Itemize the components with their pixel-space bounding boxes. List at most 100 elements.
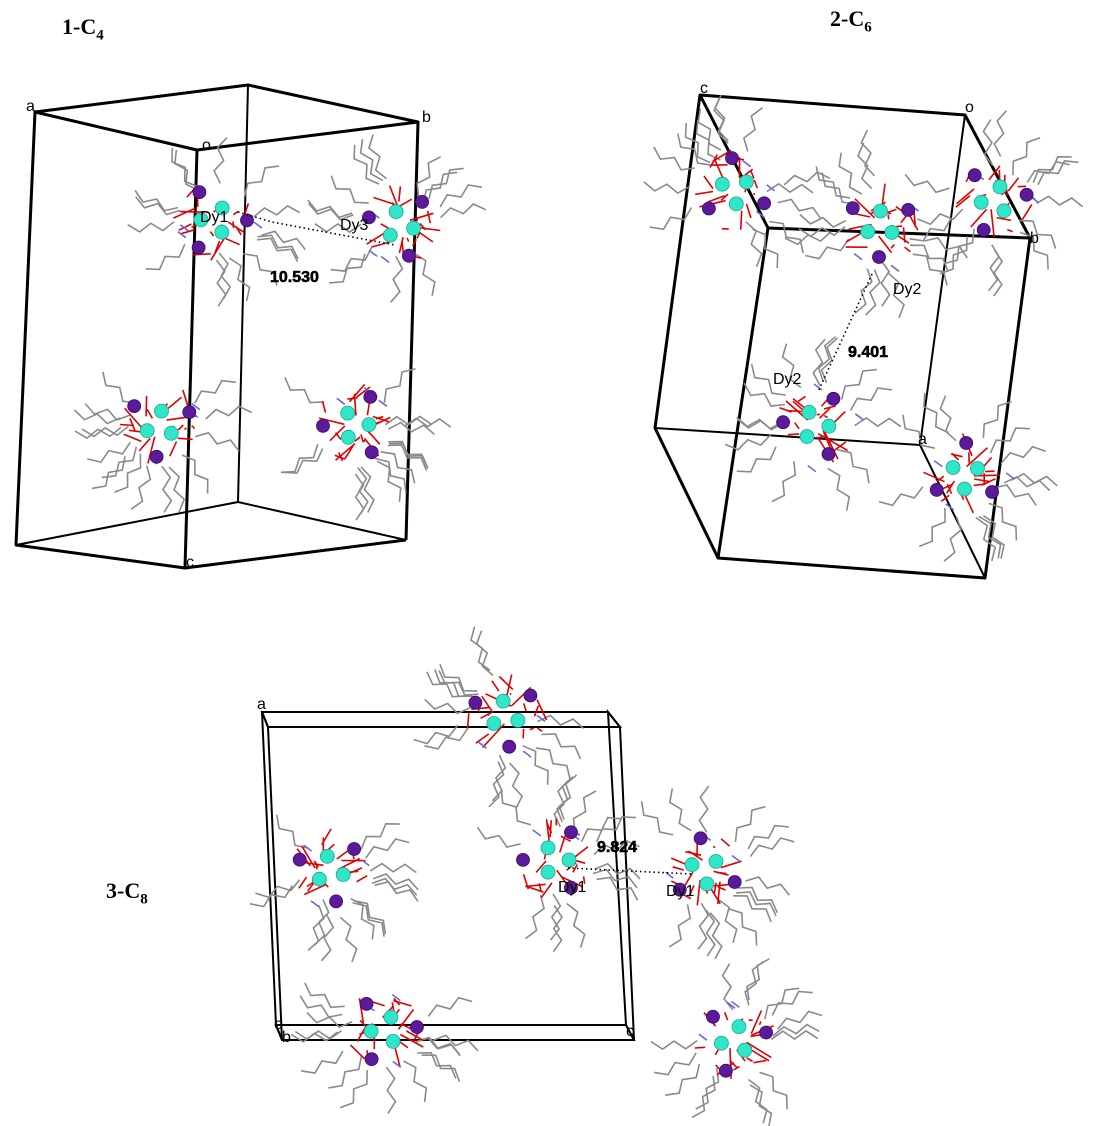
oxygen-bond xyxy=(578,883,584,889)
oxygen-bond xyxy=(399,1033,424,1048)
alkyl-chain xyxy=(541,733,582,760)
dy-atom xyxy=(708,854,724,869)
alkyl-chain xyxy=(572,790,597,833)
nitrogen-bond xyxy=(945,503,955,511)
alkyl-chain xyxy=(993,249,1004,297)
nitrogen-bond xyxy=(933,459,943,468)
molecular-cluster xyxy=(640,785,795,960)
mn-atom xyxy=(409,1020,424,1034)
oxygen-bond xyxy=(794,422,800,430)
alkyl-chain xyxy=(556,776,574,823)
mn-atom xyxy=(845,201,860,216)
alkyl-chain xyxy=(320,914,335,962)
dy-atom xyxy=(406,220,422,236)
oxygen-bond xyxy=(819,407,831,419)
alkyl-chain xyxy=(428,167,464,199)
alkyl-chain xyxy=(923,392,949,434)
alkyl-chain xyxy=(174,149,199,192)
oxygen-bond xyxy=(193,253,211,256)
panel-1-atom-label-second: Dy3 xyxy=(340,217,369,234)
alkyl-chain xyxy=(902,414,936,449)
nitrogen-bond xyxy=(378,399,388,407)
oxygen-bond xyxy=(486,713,490,716)
oxygen-bond xyxy=(973,478,990,483)
mn-atom xyxy=(967,168,982,183)
alkyl-chain xyxy=(917,208,964,226)
alkyl-chain xyxy=(1036,195,1084,208)
oxygen-bond xyxy=(191,425,196,430)
mn-atom xyxy=(757,196,771,211)
alkyl-chain xyxy=(593,839,640,856)
nitrogen-bond xyxy=(766,184,776,192)
alkyl-chain xyxy=(770,1029,819,1040)
alkyl-chain xyxy=(684,122,711,164)
oxygen-bond xyxy=(559,835,566,853)
alkyl-chain xyxy=(943,516,962,562)
oxygen-bond xyxy=(753,1059,767,1064)
dy-atom xyxy=(992,179,1008,195)
panel-3-axis-b: b xyxy=(282,1029,291,1046)
alkyl-chain xyxy=(535,747,571,780)
mn-atom xyxy=(361,210,376,225)
alkyl-chain xyxy=(744,960,765,1006)
oxygen-bond xyxy=(353,393,357,416)
alkyl-chain xyxy=(752,228,779,269)
alkyl-chain xyxy=(653,146,696,171)
oxygen-bond xyxy=(227,221,245,234)
mn-atom xyxy=(564,825,578,840)
mn-atom xyxy=(415,194,430,209)
alkyl-chain xyxy=(988,502,1018,541)
alkyl-chain xyxy=(766,182,814,194)
oxygen-bond xyxy=(750,1010,763,1034)
nitrogen-bond xyxy=(731,854,741,863)
panel-3-atom-label-second: Dy1 xyxy=(666,883,695,900)
oxygen-bond xyxy=(816,413,820,416)
oxygen-bond xyxy=(527,886,544,893)
alkyl-chain xyxy=(989,427,1030,454)
oxygen-bond xyxy=(1021,204,1033,220)
oxygen-bond xyxy=(348,383,366,403)
oxygen-bond xyxy=(482,723,505,749)
alkyl-chain xyxy=(255,879,301,899)
oxygen-bond xyxy=(178,223,192,231)
alkyl-chain xyxy=(771,990,813,1016)
oxygen-bond xyxy=(529,727,534,731)
alkyl-chain xyxy=(854,417,902,428)
panel-2-axis-b: b xyxy=(1030,230,1039,247)
alkyl-chain xyxy=(649,207,693,231)
alkyl-chain xyxy=(290,1031,338,1043)
oxygen-bond xyxy=(409,212,434,222)
oxygen-bond xyxy=(536,699,548,721)
alkyl-chain xyxy=(943,228,975,265)
dy-atom xyxy=(214,200,230,216)
alkyl-chain xyxy=(924,236,968,259)
alkyl-chain xyxy=(488,761,505,808)
dy-atom xyxy=(821,418,837,434)
alkyl-chain xyxy=(213,137,228,184)
oxygen-bond xyxy=(788,433,800,436)
oxygen-bond xyxy=(951,452,960,461)
alkyl-chain xyxy=(365,838,410,859)
oxygen-bond xyxy=(703,175,714,190)
molecular-cluster xyxy=(127,137,306,307)
mn-atom xyxy=(564,880,578,895)
oxygen-bond xyxy=(147,436,156,464)
mn-atom xyxy=(192,185,207,200)
mn-atom xyxy=(901,202,916,217)
mn-atom xyxy=(502,739,517,754)
dy-atom xyxy=(714,176,730,192)
panel-2-title-main: 2-C xyxy=(830,6,865,31)
mn-atom xyxy=(401,248,416,263)
alkyl-chain xyxy=(912,253,948,286)
alkyl-chain xyxy=(403,1060,428,1103)
alkyl-chain xyxy=(596,876,639,901)
alkyl-chain xyxy=(558,774,578,820)
dy-atom xyxy=(540,864,556,880)
alkyl-chain xyxy=(500,789,532,826)
alkyl-chain xyxy=(743,382,786,407)
alkyl-chain xyxy=(388,440,428,468)
nitrogen-bond xyxy=(522,750,532,758)
oxygen-bond xyxy=(491,680,500,692)
alkyl-chain xyxy=(735,416,783,430)
alkyl-chain xyxy=(1032,155,1072,183)
